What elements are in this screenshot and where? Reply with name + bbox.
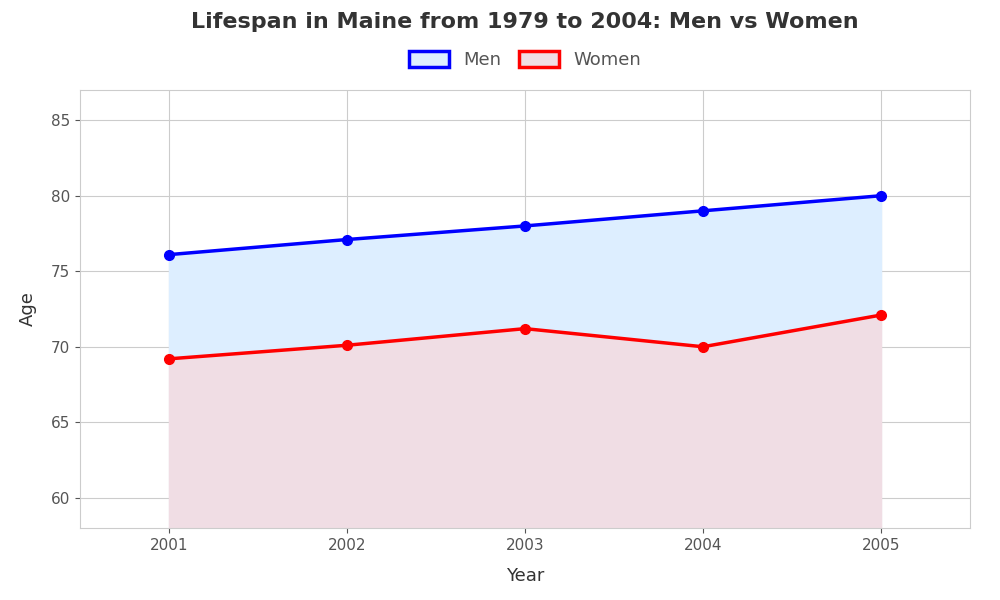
Legend: Men, Women: Men, Women [400, 42, 650, 79]
Y-axis label: Age: Age [19, 292, 37, 326]
Title: Lifespan in Maine from 1979 to 2004: Men vs Women: Lifespan in Maine from 1979 to 2004: Men… [191, 11, 859, 31]
X-axis label: Year: Year [506, 566, 544, 584]
